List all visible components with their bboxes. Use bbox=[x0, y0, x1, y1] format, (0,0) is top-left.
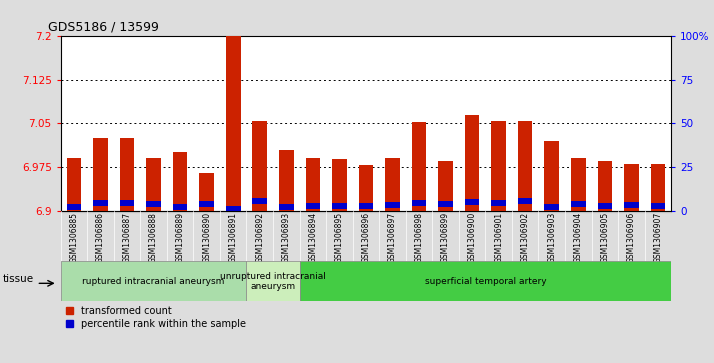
Bar bbox=[512, 211, 538, 212]
Bar bbox=[332, 203, 347, 209]
Bar bbox=[193, 211, 220, 212]
Bar bbox=[565, 211, 591, 212]
Bar bbox=[379, 211, 406, 212]
Bar bbox=[544, 141, 559, 211]
Bar bbox=[146, 158, 161, 211]
Bar bbox=[114, 211, 141, 212]
Bar bbox=[571, 201, 585, 208]
Text: ruptured intracranial aneurysm: ruptured intracranial aneurysm bbox=[82, 277, 225, 286]
Bar bbox=[273, 211, 300, 212]
Bar bbox=[246, 211, 273, 212]
Bar bbox=[226, 36, 241, 211]
Bar bbox=[66, 204, 81, 210]
Bar bbox=[146, 201, 161, 208]
Bar bbox=[618, 211, 645, 212]
Bar bbox=[385, 202, 400, 208]
Bar bbox=[544, 204, 559, 210]
Bar bbox=[518, 198, 533, 204]
Bar bbox=[306, 203, 320, 209]
Bar bbox=[465, 199, 479, 205]
Bar bbox=[385, 158, 400, 211]
Bar bbox=[120, 200, 134, 206]
Bar bbox=[220, 211, 246, 212]
Legend: transformed count, percentile rank within the sample: transformed count, percentile rank withi… bbox=[66, 306, 246, 329]
Text: unruptured intracranial
aneurysm: unruptured intracranial aneurysm bbox=[220, 272, 326, 291]
Bar bbox=[246, 261, 300, 301]
Bar bbox=[167, 211, 193, 212]
Bar bbox=[598, 203, 612, 209]
Bar bbox=[412, 122, 426, 211]
Bar bbox=[491, 121, 506, 211]
Bar bbox=[94, 138, 108, 211]
Bar bbox=[87, 211, 114, 212]
Bar bbox=[173, 204, 188, 210]
Bar bbox=[173, 152, 188, 211]
Bar bbox=[591, 211, 618, 212]
Bar bbox=[650, 203, 665, 209]
Text: tissue: tissue bbox=[2, 274, 34, 284]
Bar bbox=[491, 200, 506, 206]
Bar bbox=[326, 211, 353, 212]
Bar bbox=[120, 138, 134, 211]
Bar bbox=[279, 150, 293, 211]
Bar bbox=[438, 161, 453, 211]
Bar bbox=[518, 121, 533, 211]
Bar bbox=[61, 261, 246, 301]
Bar bbox=[253, 198, 267, 204]
Bar bbox=[438, 201, 453, 208]
Bar bbox=[300, 261, 671, 301]
Bar bbox=[650, 164, 665, 211]
Bar bbox=[624, 164, 638, 211]
Text: superficial temporal artery: superficial temporal artery bbox=[425, 277, 546, 286]
Bar bbox=[412, 200, 426, 206]
Bar bbox=[486, 211, 512, 212]
Bar bbox=[432, 211, 459, 212]
Bar bbox=[598, 161, 612, 211]
Bar bbox=[199, 173, 214, 211]
Bar bbox=[358, 203, 373, 209]
Bar bbox=[306, 158, 320, 211]
Bar bbox=[66, 158, 81, 211]
Bar bbox=[300, 211, 326, 212]
Bar bbox=[624, 202, 638, 208]
Bar bbox=[61, 211, 87, 212]
Bar bbox=[538, 211, 565, 212]
Bar bbox=[571, 158, 585, 211]
Bar bbox=[645, 211, 671, 212]
Bar bbox=[459, 211, 486, 212]
Bar bbox=[465, 115, 479, 211]
Bar bbox=[94, 200, 108, 206]
Text: GDS5186 / 13599: GDS5186 / 13599 bbox=[49, 21, 159, 34]
Bar bbox=[332, 159, 347, 211]
Bar bbox=[358, 165, 373, 211]
Bar bbox=[226, 206, 241, 212]
Bar bbox=[406, 211, 432, 212]
Bar bbox=[141, 211, 167, 212]
Bar bbox=[353, 211, 379, 212]
Bar bbox=[199, 201, 214, 208]
Bar bbox=[279, 204, 293, 210]
Bar bbox=[253, 121, 267, 211]
